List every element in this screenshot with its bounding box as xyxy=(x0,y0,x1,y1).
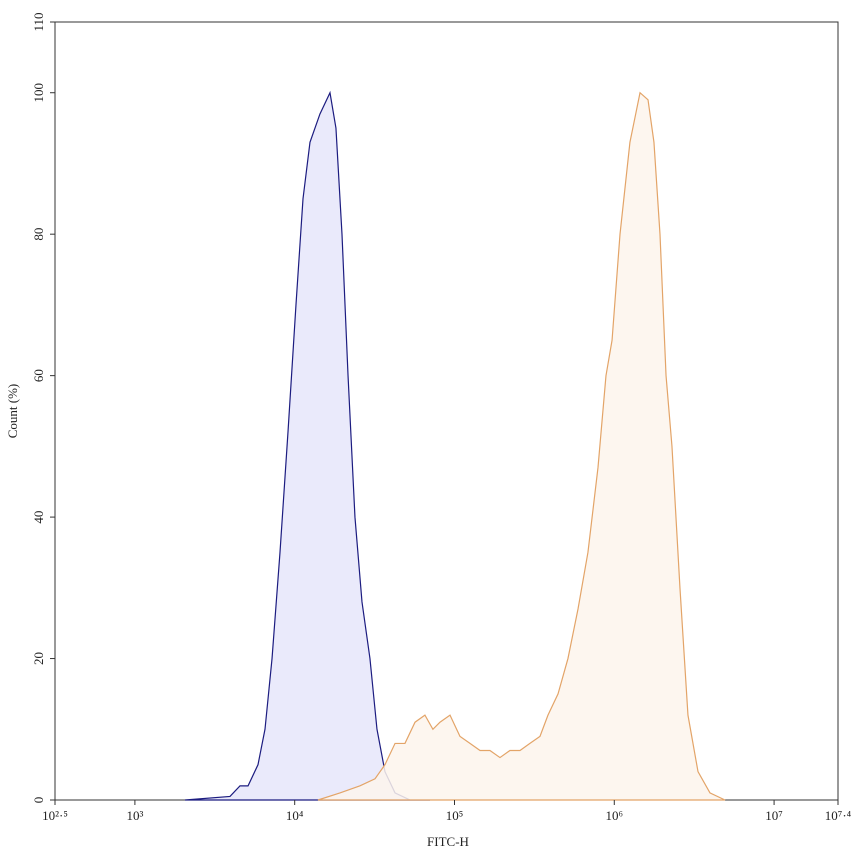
y-tick-label: 40 xyxy=(31,511,46,524)
histogram-area xyxy=(184,90,431,801)
y-tick-label: 110 xyxy=(31,12,46,31)
plot-frame xyxy=(54,21,839,801)
x-tick-label: 10³ xyxy=(126,808,143,823)
x-tick-label: 10²·⁵ xyxy=(42,808,68,823)
x-tick-label: 10⁷·⁴ xyxy=(825,808,852,823)
x-axis-label: FITC-H xyxy=(427,834,469,849)
y-tick-label: 100 xyxy=(31,83,46,103)
y-tick-label: 20 xyxy=(31,652,46,665)
x-tick-label: 10⁷ xyxy=(765,808,783,823)
x-tick-label: 10⁴ xyxy=(286,808,304,823)
x-tick-label: 10⁶ xyxy=(606,808,624,823)
y-tick-label: 60 xyxy=(31,369,46,382)
histogram-area xyxy=(317,91,726,801)
y-tick-label: 80 xyxy=(31,228,46,241)
y-tick-label: 0 xyxy=(31,797,46,804)
x-tick-label: 10⁵ xyxy=(446,808,464,823)
y-axis-label: Count (%) xyxy=(5,384,20,439)
